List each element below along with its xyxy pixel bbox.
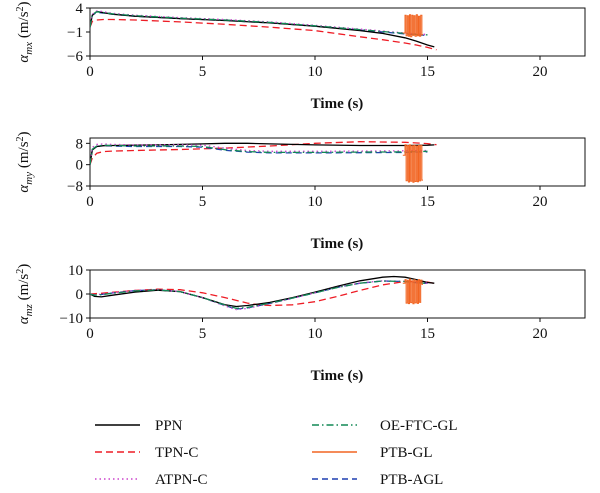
y-axis-label: αmy (m/s2)	[15, 131, 35, 192]
y-tick-label: 10	[68, 263, 83, 279]
legend-label: PTB-GL	[380, 445, 433, 461]
x-tick-label: 0	[86, 194, 94, 210]
x-tick-label: 15	[420, 194, 435, 210]
series-line-tpn	[90, 280, 437, 307]
series-line-oe	[90, 280, 428, 310]
y-tick-labels: 8 0 −8	[67, 136, 90, 195]
x-tick-label: 0	[86, 64, 94, 80]
series-line-tpn	[90, 18, 437, 51]
legend-label: PTB-AGL	[380, 472, 443, 488]
legend-item-atpn-c: ATPN-C	[95, 472, 208, 488]
y-axis-label-unit-close: )	[16, 131, 32, 136]
legend-label: TPN-C	[155, 445, 198, 461]
x-tick-label: 20	[533, 326, 548, 342]
panel-alpha-mx: 0 5 10 15 20 4 −1 −6 Time (s) αmx (m/s2)	[15, 1, 586, 112]
y-tick-label: −6	[67, 49, 83, 65]
legend-item-ptb-agl: PTB-AGL	[312, 472, 443, 488]
x-axis-label: Time (s)	[311, 236, 364, 252]
panel-alpha-mz: 0 5 10 15 20 100−10 Time (s) αmz (m/s2)	[15, 263, 586, 384]
legend-item-tpn-c: TPN-C	[95, 445, 198, 461]
y-axis-label-unit-close: )	[16, 264, 32, 269]
series-line-ptbgl	[402, 278, 423, 305]
legend: PPN TPN-C ATPN-C OE-FTC-GL PTB-GL PTB-AG…	[95, 418, 458, 488]
y-axis-label-symbol: α	[16, 184, 32, 193]
x-tick-label: 10	[308, 326, 323, 342]
legend-item-oe-ftc-gl: OE-FTC-GL	[312, 418, 458, 434]
y-tick-label: −8	[67, 179, 83, 195]
y-axis-label: αmz (m/s2)	[15, 264, 35, 325]
x-tick-label: 20	[533, 194, 548, 210]
plot-frame	[89, 269, 586, 319]
legend-label: ATPN-C	[155, 472, 208, 488]
series-line-ptbgl	[402, 14, 423, 38]
series-line-ppn	[90, 275, 435, 308]
x-tick-label: 5	[199, 64, 207, 80]
y-axis-label-subscript: mx	[23, 42, 35, 55]
x-tick-labels: 0 5 10 15 20	[86, 186, 548, 210]
y-tick-labels: 10 0 −10	[60, 263, 90, 327]
y-axis-label-symbol: α	[16, 54, 32, 63]
y-axis-label-unit-exponent: 2	[15, 136, 26, 141]
x-tick-label: 0	[86, 326, 94, 342]
y-axis-label-unit-close: )	[16, 1, 32, 6]
series-line-tpn	[90, 141, 437, 165]
y-tick-label: 0	[76, 287, 84, 303]
y-axis-label-unit: (m/s	[16, 141, 32, 172]
y-axis-label-symbol: α	[16, 315, 32, 324]
y-axis-label-unit-exponent: 2	[15, 269, 26, 274]
x-tick-labels: 0 5 10 15 20	[86, 56, 548, 80]
y-tick-labels: 4 −1 −6	[67, 1, 90, 65]
series-line-ppn	[90, 10, 435, 48]
x-tick-label: 15	[420, 64, 435, 80]
legend-label: PPN	[155, 418, 183, 434]
legend-item-ptb-gl: PTB-GL	[312, 445, 433, 461]
y-axis-label-subscript: mz	[23, 303, 35, 316]
x-tick-label: 10	[308, 64, 323, 80]
legend-item-ppn: PPN	[95, 418, 183, 434]
panel-alpha-my: 0 5 10 15 20 80−8 Time (s) αmy (m/s2)	[15, 131, 586, 252]
x-tick-label: 15	[420, 326, 435, 342]
y-axis-label: αmx (m/s2)	[15, 1, 35, 62]
series-line-atpn	[90, 143, 428, 165]
y-tick-label: 4	[76, 1, 84, 17]
x-tick-label: 10	[308, 194, 323, 210]
y-tick-label: 0	[76, 158, 84, 174]
y-tick-label: −10	[60, 311, 83, 327]
y-axis-label-unit-exponent: 2	[15, 6, 26, 11]
series-lines	[90, 141, 437, 183]
x-tick-label: 5	[199, 326, 207, 342]
legend-label: OE-FTC-GL	[380, 418, 458, 434]
x-axis-label: Time (s)	[311, 96, 364, 112]
series-line-ptbgl	[402, 144, 423, 183]
y-axis-label-unit: (m/s	[16, 274, 32, 305]
series-lines	[90, 275, 437, 311]
y-axis-label-unit: (m/s	[16, 11, 32, 42]
y-axis-label-subscript: my	[23, 172, 35, 185]
x-tick-labels: 0 5 10 15 20	[86, 318, 548, 342]
x-tick-label: 20	[533, 64, 548, 80]
plot-frame	[89, 7, 586, 57]
x-tick-label: 5	[199, 194, 207, 210]
series-line-oe	[90, 144, 428, 165]
y-tick-label: 8	[76, 136, 84, 152]
y-tick-label: −1	[67, 25, 83, 41]
series-line-oe	[90, 11, 428, 36]
series-lines	[90, 10, 437, 51]
x-axis-label: Time (s)	[311, 368, 364, 384]
series-line-ptbagl	[90, 145, 428, 165]
